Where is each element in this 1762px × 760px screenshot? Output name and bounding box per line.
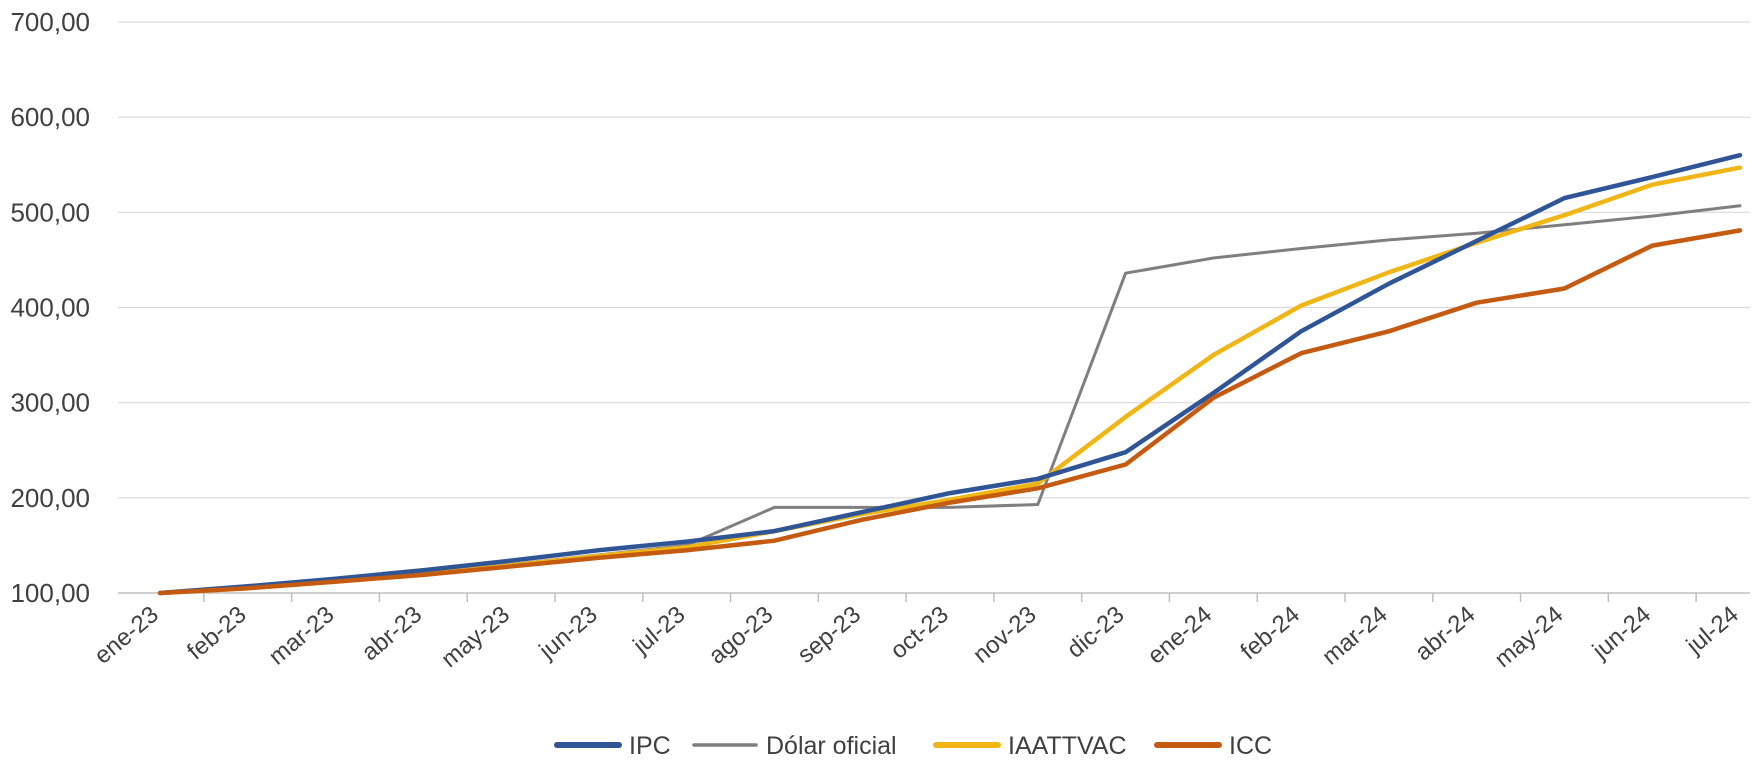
legend-label: IPC bbox=[629, 732, 671, 760]
x-tick-label: feb-24 bbox=[1235, 601, 1304, 665]
x-tick-label: mar-23 bbox=[264, 601, 340, 671]
legend-item-ipc: IPC bbox=[554, 732, 671, 760]
y-tick-label: 500,00 bbox=[10, 197, 90, 227]
y-tick-label: 200,00 bbox=[10, 483, 90, 513]
legend-label: ICC bbox=[1229, 732, 1272, 760]
x-tick-label: abr-24 bbox=[1410, 601, 1480, 666]
x-tick-label: jun-24 bbox=[1587, 601, 1656, 665]
x-tick-label: sep-23 bbox=[793, 601, 867, 669]
grid-layer bbox=[118, 21, 1750, 499]
y-tick-label: 700,00 bbox=[10, 7, 90, 37]
x-tick-label: jul-24 bbox=[1681, 601, 1744, 660]
series-layer bbox=[157, 152, 1743, 596]
x-tick-label: ago-23 bbox=[704, 601, 779, 670]
legend-item-icc: ICC bbox=[1154, 732, 1272, 760]
legend-item-d-lar-oficial: Dólar oficial bbox=[692, 732, 897, 760]
y-tick-label: 300,00 bbox=[10, 388, 90, 418]
legend-label: IAATTVAC bbox=[1008, 732, 1127, 760]
x-tick-label: oct-23 bbox=[885, 601, 953, 665]
y-tick-label: 600,00 bbox=[10, 102, 90, 132]
x-tick-label: ene-23 bbox=[89, 601, 164, 670]
chart-legend: IPC Dólar oficial IAATTVAC ICC bbox=[554, 732, 1272, 760]
axis-layer: 100,00 200,00 300,00 400,00 500,00 600,00 700,… bbox=[10, 7, 1750, 673]
x-tick-label: may-23 bbox=[436, 601, 515, 673]
y-tick-label: 100,00 bbox=[10, 578, 90, 608]
x-tick-label: jul-23 bbox=[627, 601, 690, 660]
x-tick-label: abr-23 bbox=[357, 601, 427, 666]
legend-label: Dólar oficial bbox=[766, 732, 897, 760]
x-tick-label: feb-23 bbox=[182, 601, 251, 665]
series-line-ipc bbox=[157, 152, 1743, 596]
x-tick-label: mar-24 bbox=[1317, 601, 1393, 671]
x-tick-label: nov-23 bbox=[968, 601, 1042, 669]
series-line-d-lar-oficial bbox=[158, 204, 1742, 595]
x-tick-label: jun-23 bbox=[534, 601, 603, 665]
x-tick-label: may-24 bbox=[1490, 601, 1569, 673]
series-line-icc bbox=[157, 228, 1743, 596]
x-tick-label: dic-23 bbox=[1062, 601, 1129, 664]
x-tick-label: ene-24 bbox=[1143, 601, 1218, 670]
legend-item-iaattvac: IAATTVAC bbox=[933, 732, 1127, 760]
y-tick-label: 400,00 bbox=[10, 293, 90, 323]
